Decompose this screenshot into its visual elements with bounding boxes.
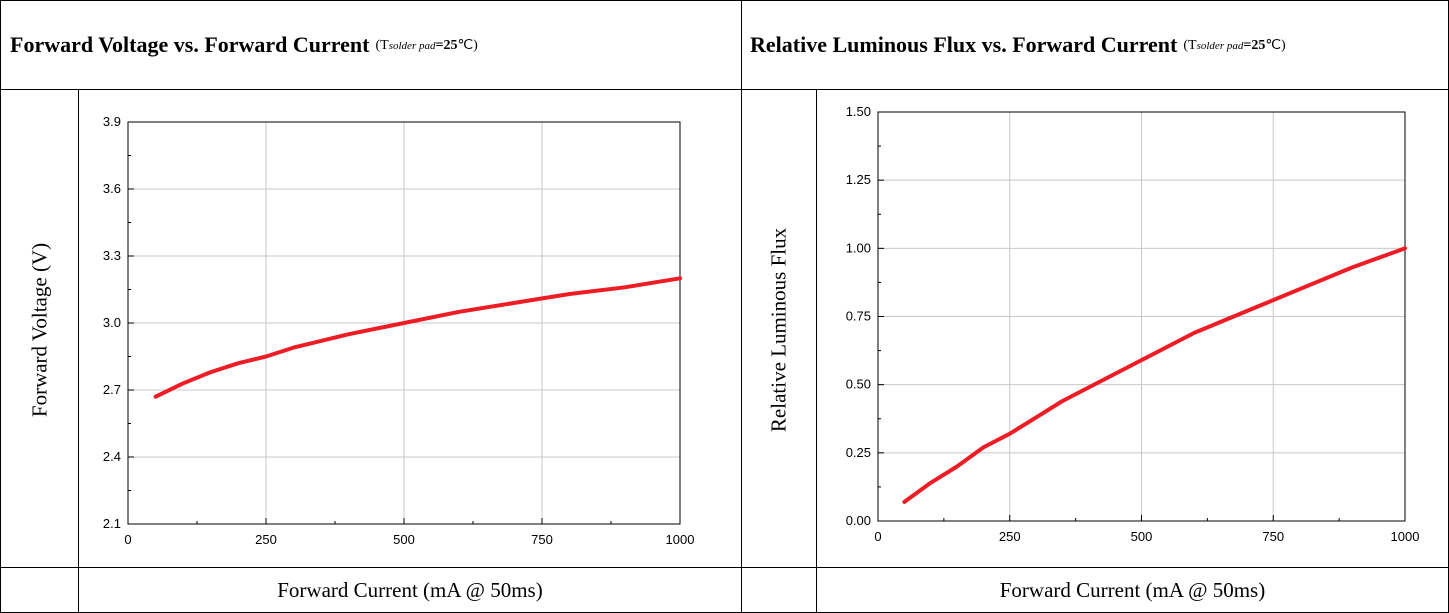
panel-2-condition-unit: ℃) (1265, 37, 1286, 53)
panel-1-header: Forward Voltage vs. Forward Current (Tso… (10, 0, 735, 90)
panel-2-condition-open: (T (1183, 37, 1197, 53)
voltage-y-tick-label: 3.9 (103, 114, 121, 129)
voltage-x-tick-label: 250 (255, 532, 277, 547)
voltage-x-tick-label: 750 (531, 532, 553, 547)
flux-series-line (902, 246, 1407, 504)
flux-x-tick-label: 1000 (1391, 529, 1420, 544)
voltage-x-tick-label: 1000 (666, 532, 695, 547)
panel-2-title: Relative Luminous Flux vs. Forward Curre… (750, 32, 1178, 57)
table-border-ylabel-1 (78, 89, 79, 613)
table-border-ylabel-2 (816, 89, 817, 613)
flux-x-tick-label: 500 (1131, 529, 1153, 544)
voltage-y-tick-label: 3.0 (103, 315, 121, 330)
table-border-middle (741, 0, 742, 613)
voltage-y-tick-label: 2.1 (103, 516, 121, 531)
table-border-header (0, 89, 1449, 90)
voltage-x-tick-label: 500 (393, 532, 415, 547)
panel-2-condition-value: =25 (1243, 37, 1266, 53)
panel-1-condition: (Tsolder pad=25℃) (376, 37, 478, 54)
panel-2-header: Relative Luminous Flux vs. Forward Curre… (750, 0, 1445, 90)
voltage-series-line (153, 276, 682, 399)
flux-y-tick-label: 1.00 (846, 240, 871, 255)
voltage-x-tick-label: 0 (124, 532, 131, 547)
table-border-xlabel (0, 567, 1449, 568)
table-border-top (0, 0, 1449, 1)
flux-y-tick-label: 1.50 (846, 104, 871, 119)
voltage-y-tick-label: 3.3 (103, 248, 121, 263)
chart-2-x-axis-label: Forward Current (mA @ 50ms) (999, 578, 1266, 602)
voltage-y-tick-label: 2.7 (103, 382, 121, 397)
flux-y-tick-label: 0.00 (846, 513, 871, 528)
flux-y-tick-label: 0.75 (846, 309, 871, 324)
panel-2-condition: (Tsolder pad=25℃) (1183, 37, 1285, 54)
panel-1-title: Forward Voltage vs. Forward Current (10, 32, 370, 57)
voltage-y-tick-label: 3.6 (103, 181, 121, 196)
table-border-left (0, 0, 1, 613)
panel-2-condition-sub: solder pad (1196, 39, 1244, 52)
panel-1-condition-sub: solder pad (388, 39, 436, 52)
flux-x-tick-label: 750 (1262, 529, 1284, 544)
voltage-y-tick-label: 2.4 (103, 449, 121, 464)
flux-y-tick-label: 1.25 (846, 172, 871, 187)
panel-1-condition-value: =25 (435, 37, 458, 53)
panel-1-condition-unit: ℃) (457, 37, 478, 53)
chart-1-x-axis-label: Forward Current (mA @ 50ms) (277, 578, 543, 602)
flux-x-tick-label: 0 (874, 529, 881, 544)
flux-y-tick-label: 0.25 (846, 445, 871, 460)
flux-x-tick-label: 250 (999, 529, 1021, 544)
panel-1-condition-open: (T (375, 37, 389, 53)
flux-y-tick-label: 0.50 (846, 377, 871, 392)
